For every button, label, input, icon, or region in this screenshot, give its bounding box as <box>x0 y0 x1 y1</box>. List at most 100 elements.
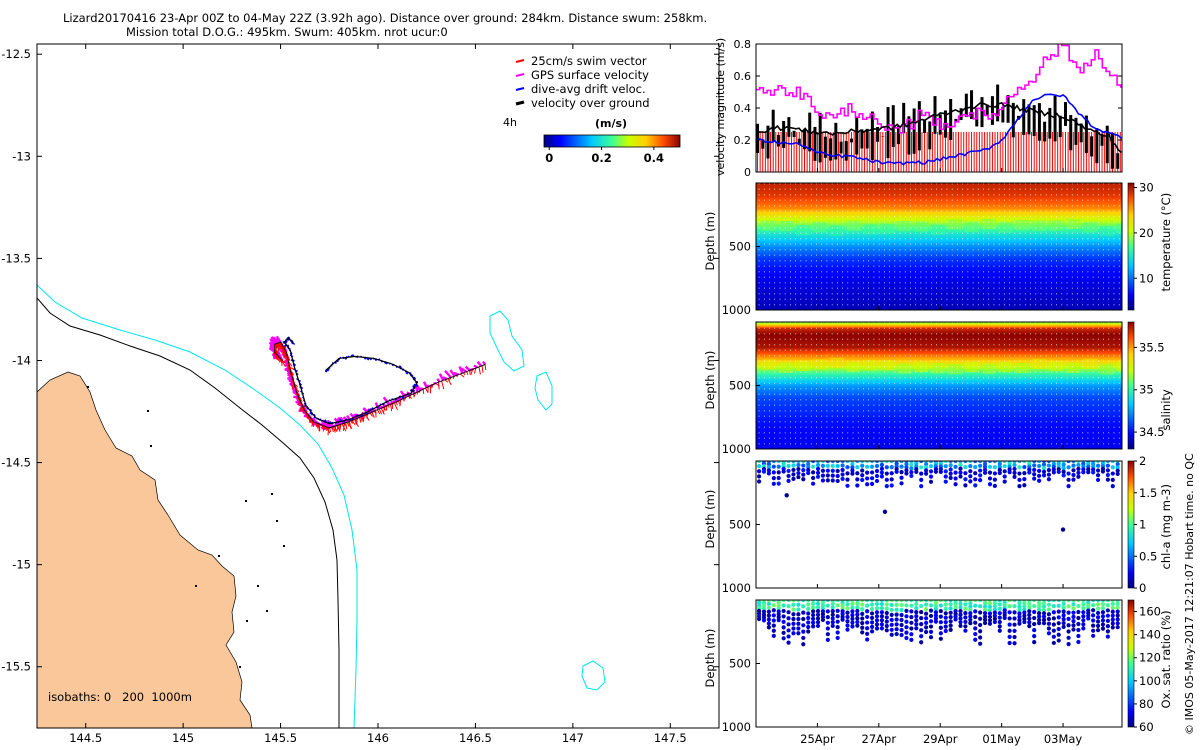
profile-point <box>756 616 762 622</box>
section-band <box>756 215 1122 218</box>
swim-vector <box>277 342 281 348</box>
profile-point <box>909 466 914 471</box>
section-band <box>756 298 1122 301</box>
profile-point <box>820 478 826 483</box>
profile-point <box>1066 465 1071 470</box>
profile-point <box>771 470 776 475</box>
profile-point <box>968 601 973 606</box>
profile-point <box>835 614 840 619</box>
section-band <box>756 360 1122 363</box>
profile-point <box>948 467 953 472</box>
gps-vector <box>289 382 295 387</box>
profile-point <box>943 464 948 469</box>
profile-point <box>1051 610 1056 615</box>
section-colorbar <box>1127 182 1135 311</box>
gps-vector <box>349 412 357 420</box>
section-band <box>756 234 1122 237</box>
swim-vector <box>276 355 279 361</box>
profile-point <box>1076 621 1081 627</box>
section-band <box>756 335 1122 338</box>
colorbar-tick-label: 120 <box>1139 651 1161 665</box>
profile-point <box>963 600 968 603</box>
profile-point <box>987 461 993 464</box>
profile-point <box>1115 462 1120 467</box>
section-band <box>756 254 1122 257</box>
profile-point <box>796 461 801 464</box>
section-band <box>756 379 1122 383</box>
profile-point <box>879 614 884 619</box>
profile-point <box>987 614 993 620</box>
profile-point <box>801 623 806 628</box>
profile-point <box>1105 461 1110 464</box>
profile-point <box>874 601 880 607</box>
profile-point <box>1110 609 1115 614</box>
reef-contour <box>581 660 606 691</box>
land-mass <box>37 371 253 728</box>
profile-point <box>850 462 855 467</box>
profile-point <box>1017 611 1022 616</box>
section-band <box>756 410 1122 413</box>
panel-body <box>756 322 1122 449</box>
section-wave <box>998 222 1013 233</box>
profile-point <box>1110 625 1115 630</box>
section-wave <box>1083 358 1098 369</box>
profile-point <box>909 620 914 625</box>
section-wave <box>846 361 861 372</box>
profile-point <box>1110 617 1115 622</box>
section-wave <box>998 362 1013 373</box>
profile-point <box>899 600 904 603</box>
swim-vector <box>326 426 331 434</box>
profile-point <box>835 478 840 484</box>
time-tick-label: 27Apr <box>862 732 897 746</box>
profile-point <box>1017 621 1022 626</box>
section-band <box>756 199 1122 202</box>
profile-point <box>820 461 826 464</box>
profile-point <box>943 620 948 625</box>
profile-point <box>766 471 771 476</box>
section-band <box>756 207 1122 210</box>
section-band <box>756 243 1122 247</box>
section-band <box>756 300 1122 303</box>
section-band <box>756 202 1122 205</box>
section-band <box>756 431 1122 434</box>
profile-point <box>1027 600 1032 603</box>
profile-point <box>850 624 855 629</box>
profile-point <box>1086 470 1091 475</box>
profile-point <box>1066 616 1071 622</box>
profile-point <box>825 626 830 631</box>
section-band <box>756 204 1122 207</box>
section-wave <box>829 225 844 236</box>
profile-point <box>1027 620 1032 625</box>
section-band <box>756 384 1122 387</box>
profile-point <box>1081 610 1086 615</box>
section-band <box>756 253 1122 256</box>
gps-vector <box>473 364 479 369</box>
profile-point <box>1002 469 1007 474</box>
section-band <box>756 398 1122 401</box>
profile-point <box>968 469 973 474</box>
profile-point <box>1110 465 1115 470</box>
profile-point <box>869 481 875 486</box>
profile-point <box>1046 461 1052 464</box>
profile-point <box>909 470 914 475</box>
profile-point <box>1002 615 1007 621</box>
swim-vector <box>466 371 469 375</box>
swim-vector <box>329 427 332 433</box>
profile-point <box>781 600 786 603</box>
profile-point <box>1076 627 1081 633</box>
profile-point <box>948 471 953 476</box>
profile-point <box>860 602 865 607</box>
profile-point <box>825 473 830 478</box>
profile-point <box>1027 601 1032 606</box>
profile-point <box>924 602 929 607</box>
profile-point <box>874 618 880 623</box>
profile-point <box>982 461 988 467</box>
section-band <box>756 401 1122 404</box>
profile-point <box>948 602 953 607</box>
profile-point <box>1095 468 1101 473</box>
profile-point <box>938 469 943 474</box>
reef-speck <box>271 493 273 495</box>
profile-point <box>904 600 909 603</box>
isobath-200m <box>37 297 340 728</box>
profile-point <box>825 614 830 620</box>
